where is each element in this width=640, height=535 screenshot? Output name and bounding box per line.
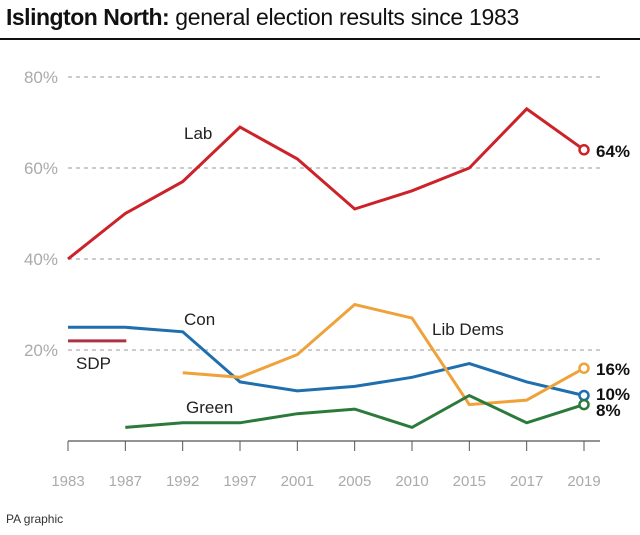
x-tick-label: 2019 xyxy=(567,473,600,490)
end-value-label: 8% xyxy=(596,401,621,420)
end-value-label: 10% xyxy=(596,385,630,404)
series-line-lab xyxy=(67,106,585,261)
source-credit: PA graphic xyxy=(6,512,64,526)
gridlines xyxy=(68,76,600,351)
series-labels: Lab Con Lib Dems Green SDP 64% 10% 16% 8% xyxy=(76,124,630,420)
y-tick-label: 60% xyxy=(24,159,58,178)
x-tick-label: 2010 xyxy=(395,473,428,490)
series-name-label: Green xyxy=(186,398,233,417)
y-axis: 80% 60% 40% 20% xyxy=(24,68,58,360)
series-line-con xyxy=(68,325,585,397)
series-name-label: Lab xyxy=(184,124,212,143)
x-tick-label: 2005 xyxy=(338,473,371,490)
chart-title-description: general election results since 1983 xyxy=(169,4,519,30)
series-line-green xyxy=(125,393,585,430)
y-tick-label: 20% xyxy=(24,341,58,360)
x-tick-label: 2001 xyxy=(281,473,314,490)
x-tick-label: 1997 xyxy=(223,473,256,490)
chart-title-constituency: Islington North: xyxy=(6,4,170,30)
series-line-lib-dems xyxy=(182,302,585,407)
series-lines xyxy=(67,106,590,430)
chart-title: Islington North: general election result… xyxy=(6,4,636,36)
x-tick-label: 2017 xyxy=(510,473,543,490)
x-axis: 1983 1987 1992 1997 2001 2005 2010 2015 2017 2019 xyxy=(51,440,601,490)
series-name-label: Lib Dems xyxy=(432,320,504,339)
end-value-label: 64% xyxy=(596,142,630,161)
line-chart: 80% 60% 40% 20% 1983 1987 1992 1997 2001 2005 201… xyxy=(24,68,630,490)
x-tick-label: 1987 xyxy=(109,473,142,490)
x-tick-label: 2015 xyxy=(453,473,486,490)
end-value-label: 16% xyxy=(596,360,630,379)
y-tick-label: 40% xyxy=(24,250,58,269)
x-tick-label: 1992 xyxy=(166,473,199,490)
y-tick-label: 80% xyxy=(24,68,58,87)
end-marker-con xyxy=(578,389,590,402)
end-marker-green xyxy=(578,398,590,411)
series-name-label: Con xyxy=(184,310,215,329)
title-divider xyxy=(0,38,640,40)
x-tick-label: 1983 xyxy=(51,473,84,490)
end-marker-lib-dems xyxy=(578,362,590,374)
series-name-label: SDP xyxy=(76,354,111,373)
end-marker-lab xyxy=(578,144,590,156)
